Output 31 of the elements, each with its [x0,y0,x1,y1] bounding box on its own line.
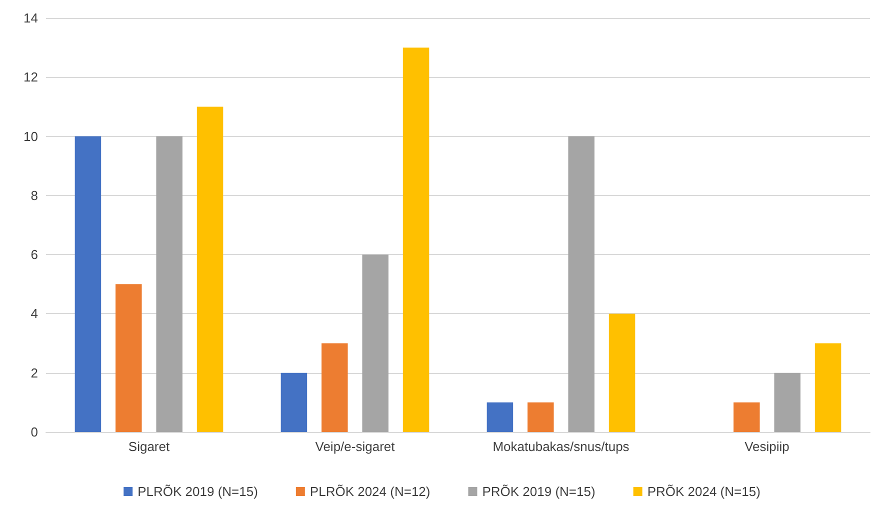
y-tick-label: 12 [24,70,38,85]
legend-label: PRÕK 2019 (N=15) [482,484,596,499]
y-tick-label: 0 [30,424,38,440]
bar [322,343,348,432]
bar [486,402,514,432]
y-tick-label: 2 [30,365,38,380]
legend-label: PLRÕK 2019 (N=15) [138,484,258,499]
y-tick-label: 10 [24,128,38,144]
bar [528,402,554,432]
x-tick-label: Sigaret [128,439,170,454]
bar [568,136,594,432]
legend-label: PRÕK 2024 (N=15) [647,484,760,499]
legend-label: PLRÕK 2024 (N=12) [310,484,430,499]
bar [734,402,760,432]
bar [196,106,224,432]
y-tick-label: 6 [30,247,38,262]
y-tick-label: 8 [30,188,38,203]
x-tick-label: Mokatubakas/snus/tups [492,439,630,454]
bar [156,136,182,432]
bar [280,372,308,432]
x-tick-label: Vesipiip [744,439,790,454]
y-tick-label: 4 [30,306,38,322]
bar [74,136,102,432]
bar [402,48,430,432]
bar [362,254,388,432]
bar [116,284,142,432]
y-tick-label: 14 [24,10,38,26]
bar [774,372,800,432]
bar [608,314,636,432]
bar [814,343,842,432]
x-tick-label: Veip/e-sigaret [315,439,396,454]
